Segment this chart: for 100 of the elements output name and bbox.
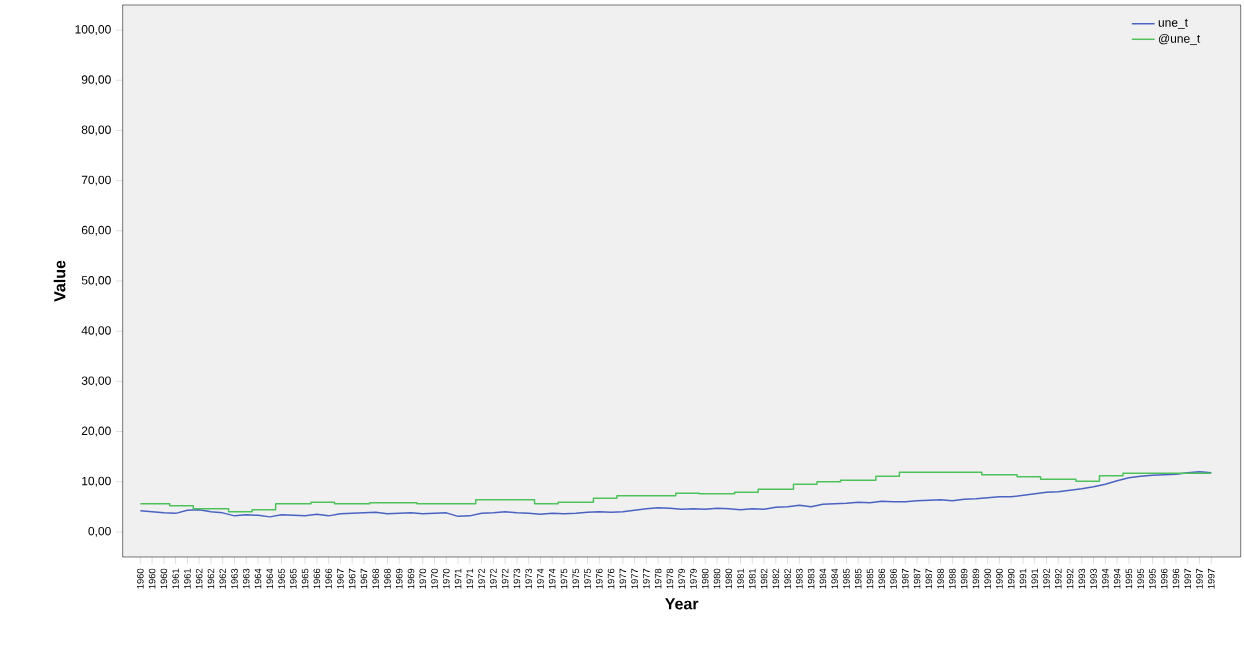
x-tick-label: 1967 <box>360 568 368 589</box>
x-tick-label: 1965 <box>290 568 297 589</box>
x-tick-label: 1984 <box>819 568 827 589</box>
x-tick-label: 1981 <box>737 568 744 589</box>
y-tick-label: 70,00 <box>81 175 111 186</box>
x-tick-label: 1975 <box>572 568 580 589</box>
x-tick-label: 1977 <box>631 568 638 589</box>
x-tick-label: 1989 <box>972 568 980 589</box>
x-tick-label: 1993 <box>1078 568 1086 589</box>
x-tick-label: 1982 <box>760 568 768 589</box>
x-tick-label: 1984 <box>831 568 838 589</box>
x-tick-label: 1967 <box>337 568 344 589</box>
x-tick-label: 1962 <box>219 568 226 589</box>
x-tick-label: 1995 <box>1149 568 1156 589</box>
x-tick-label: 1964 <box>254 568 262 589</box>
x-tick-label: 1982 <box>784 568 791 589</box>
x-tick-label: 1987 <box>901 568 909 589</box>
x-tick-label: 1985 <box>866 568 874 589</box>
x-tick-label: 1994 <box>1113 568 1121 589</box>
x-tick-label: 1983 <box>796 568 803 589</box>
x-tick-label: 1980 <box>725 568 733 589</box>
x-tick-label: 1962 <box>207 568 215 589</box>
x-tick-label: 1978 <box>654 568 662 589</box>
x-tick-label: 1986 <box>878 568 886 589</box>
x-tick-label: 1970 <box>419 568 427 589</box>
x-tick-label: 1960 <box>160 568 168 589</box>
x-tick-label: 1991 <box>1019 568 1027 589</box>
y-tick-label: 60,00 <box>81 225 111 236</box>
x-tick-label: 1961 <box>184 568 191 589</box>
y-tick-label: 40,00 <box>81 326 111 337</box>
x-tick-label: 1985 <box>843 568 850 589</box>
x-tick-label: 1981 <box>749 568 756 589</box>
x-tick-label: 1965 <box>301 568 309 589</box>
x-tick-label: 1990 <box>996 568 1003 589</box>
x-tick-label: 1970 <box>431 568 438 589</box>
x-tick-label: 1997 <box>1184 568 1192 589</box>
x-tick-label: 1973 <box>525 568 532 589</box>
x-tick-label: 1979 <box>690 568 697 589</box>
y-tick-label: 80,00 <box>81 125 111 136</box>
y-tick-label: 0,00 <box>88 526 111 537</box>
y-tick-label: 20,00 <box>81 426 111 437</box>
x-tick-label: 1973 <box>513 568 521 589</box>
x-tick-label: 1967 <box>348 568 356 589</box>
x-tick-label: 1969 <box>395 568 403 589</box>
x-tick-label: 1966 <box>325 568 332 589</box>
x-tick-label: 1980 <box>713 568 721 589</box>
x-tick-label: 1997 <box>1207 568 1215 589</box>
x-tick-label: 1992 <box>1066 568 1074 589</box>
x-tick-label: 1975 <box>560 568 568 589</box>
x-tick-label: 1966 <box>313 568 321 589</box>
x-tick-label: 1976 <box>607 568 615 589</box>
x-tick-label: 1992 <box>1054 568 1062 589</box>
legend-label: une_t <box>1158 18 1188 30</box>
x-tick-label: 1970 <box>443 568 450 589</box>
x-tick-label: 1994 <box>1102 568 1109 589</box>
x-tick-label: 1988 <box>937 568 944 589</box>
x-tick-label: 1960 <box>137 568 144 589</box>
x-tick-label: 1972 <box>478 568 485 589</box>
x-tick-label: 1978 <box>666 568 674 589</box>
x-tick-label: 1991 <box>1031 568 1039 589</box>
x-tick-label: 1965 <box>278 568 285 589</box>
x-tick-label: 1989 <box>960 568 968 589</box>
x-tick-label: 1983 <box>807 568 815 589</box>
x-tick-label: 1971 <box>454 568 462 589</box>
x-tick-label: 1963 <box>231 568 238 589</box>
x-tick-label: 1987 <box>913 568 921 589</box>
x-tick-label: 1977 <box>643 568 650 589</box>
x-axis-title: Year <box>665 598 699 610</box>
x-tick-label: 1972 <box>501 568 509 589</box>
y-tick-label: 10,00 <box>82 476 111 487</box>
x-tick-label: 1997 <box>1196 568 1203 589</box>
x-tick-label: 1982 <box>772 568 780 589</box>
x-tick-label: 1968 <box>372 568 379 589</box>
legend-label: @une_t <box>1158 33 1201 46</box>
x-tick-label: 1971 <box>466 568 474 589</box>
x-tick-label: 1996 <box>1160 568 1168 589</box>
x-tick-label: 1992 <box>1043 568 1050 589</box>
y-axis-title: Value <box>53 260 66 302</box>
y-tick-label: 30,00 <box>81 376 111 387</box>
x-tick-label: 1972 <box>490 568 497 589</box>
x-tick-label: 1990 <box>984 568 991 589</box>
x-tick-label: 1964 <box>266 568 274 589</box>
y-tick-label: 50,00 <box>81 276 111 286</box>
x-tick-label: 1962 <box>195 568 203 589</box>
x-tick-label: 1995 <box>1125 568 1133 589</box>
x-tick-label: 1974 <box>537 568 544 589</box>
x-tick-label: 1988 <box>949 568 956 589</box>
x-tick-label: 1993 <box>1090 568 1097 589</box>
x-tick-label: 1974 <box>548 568 556 589</box>
x-tick-label: 1976 <box>596 568 603 589</box>
y-tick-label: 90,00 <box>81 75 111 86</box>
x-tick-label: 1961 <box>172 568 179 589</box>
y-tick-label: 100,00 <box>75 25 111 36</box>
x-tick-label: 1960 <box>148 568 156 589</box>
x-tick-label: 1979 <box>678 568 685 589</box>
x-tick-label: 1968 <box>384 568 391 589</box>
x-tick-label: 1996 <box>1172 568 1180 589</box>
x-tick-label: 1995 <box>1137 568 1144 589</box>
x-tick-label: 1990 <box>1007 568 1015 589</box>
x-tick-label: 1985 <box>854 568 862 589</box>
